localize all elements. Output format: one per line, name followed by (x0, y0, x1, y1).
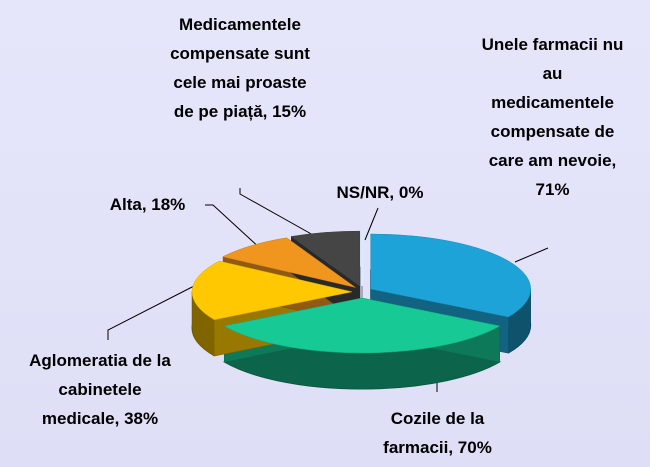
slice (222, 237, 356, 288)
data-label: Cozile de la farmacii, 70% (383, 409, 492, 457)
data-label: Aglomeratia de la cabinetele medicale, 3… (29, 351, 171, 428)
slice (223, 297, 501, 354)
data-label: Alta, 18% (109, 195, 186, 214)
slice (290, 230, 361, 287)
pie-tops (191, 230, 531, 354)
leader-line (364, 207, 379, 241)
slice (370, 233, 531, 318)
leader-line (107, 284, 197, 340)
leader-line (514, 247, 549, 263)
data-label: NS/NR, 0% (336, 183, 424, 202)
leader-line (205, 204, 263, 251)
data-label: Unele farmacii nu au medicamentele compe… (481, 35, 624, 199)
leader-line (239, 188, 323, 241)
data-label: Medicamentele compensate sunt cele mai p… (170, 15, 310, 121)
slice (191, 260, 353, 321)
